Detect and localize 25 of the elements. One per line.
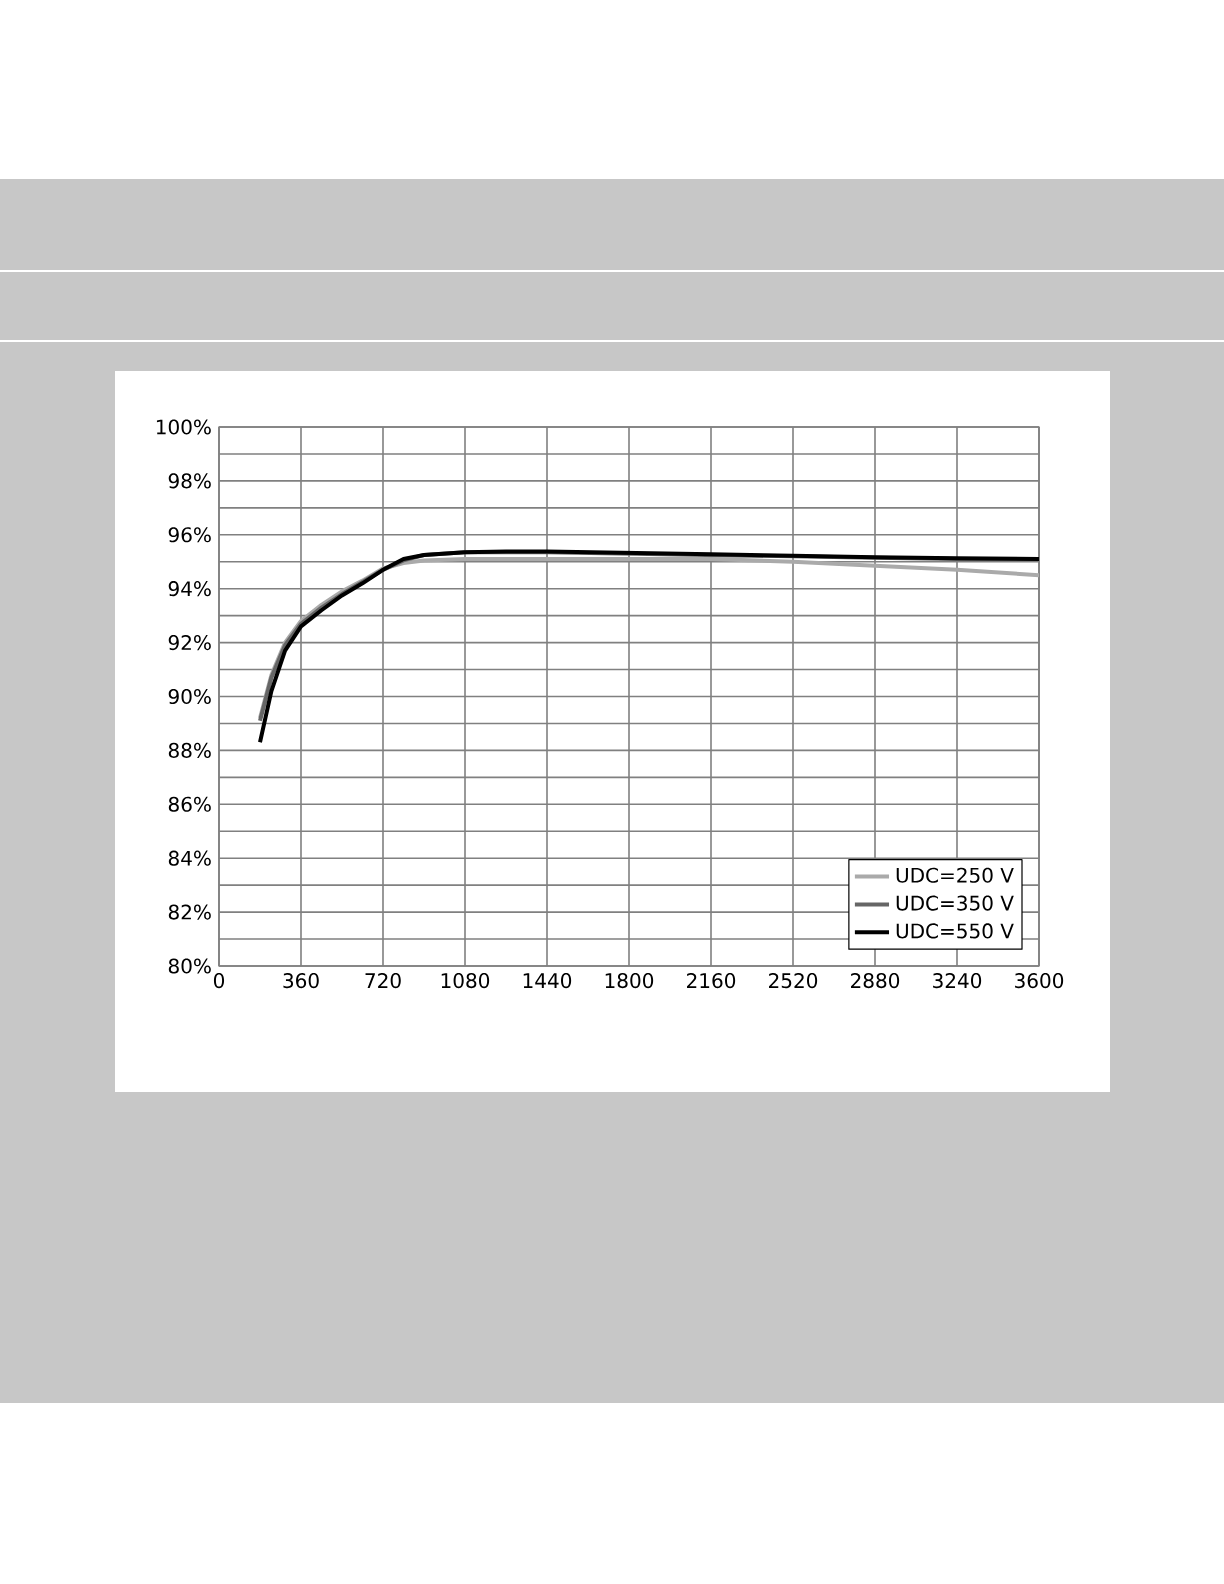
legend-label: UDC=550 V: [896, 923, 1014, 939]
legend-label: UDC=250 V: [896, 867, 1014, 883]
x-tick-label: 1080: [441, 973, 490, 989]
y-tick-label: 86%: [168, 796, 211, 812]
x-tick-label: 2160: [687, 973, 736, 989]
legend-label: UDC=350 V: [896, 895, 1014, 911]
y-tick-label: 88%: [168, 742, 211, 758]
y-tick-label: 90%: [168, 688, 211, 705]
x-tick-label: 3600: [1015, 973, 1064, 989]
y-tick-label: 82%: [168, 904, 211, 920]
y-tick-label: 98%: [168, 473, 211, 489]
y-tick-label: 96%: [168, 527, 211, 543]
x-tick-label: 3240: [933, 973, 982, 989]
y-tick-label: 100%: [156, 419, 211, 435]
y-tick-label: 80%: [168, 958, 211, 974]
x-tick-label: 360: [283, 973, 319, 989]
x-tick-label: 1800: [605, 973, 654, 989]
x-tick-label: 0: [213, 973, 225, 989]
x-tick-label: 720: [365, 973, 401, 989]
y-tick-label: 94%: [168, 581, 211, 597]
x-tick-label: 2880: [851, 973, 900, 989]
y-tick-label: 84%: [168, 850, 211, 866]
x-tick-label: 1440: [523, 973, 572, 989]
x-tick-label: 2520: [769, 973, 818, 989]
y-tick-label: 92%: [168, 635, 211, 651]
